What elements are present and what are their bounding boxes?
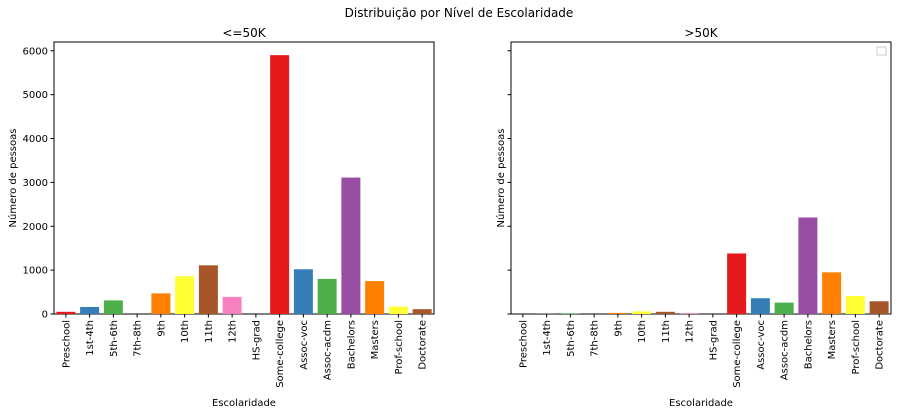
x-axis-label: Escolaridade bbox=[212, 398, 276, 409]
bar-11th bbox=[198, 265, 218, 314]
bar-1st-4th bbox=[80, 306, 100, 314]
x-tick-label: Bachelors bbox=[803, 320, 814, 369]
x-tick-label: 9th bbox=[613, 320, 624, 337]
plot-area bbox=[510, 41, 892, 315]
legend-box bbox=[876, 46, 887, 56]
bar-group bbox=[56, 55, 432, 314]
x-tick-label: Assoc-acdm bbox=[323, 320, 334, 380]
y-tick-label: 2000 bbox=[23, 222, 48, 233]
y-tick-label: 3000 bbox=[23, 178, 48, 189]
bar-bachelors bbox=[341, 177, 361, 314]
x-tick-label: 1st-4th bbox=[542, 320, 553, 356]
x-tick-label: Preschool bbox=[61, 320, 72, 368]
bar-doctorate bbox=[869, 301, 889, 314]
x-axis-ticks: Preschool 1st-4th 5th-6th 7th-8th 9th 10th 11t… bbox=[518, 314, 886, 388]
x-tick-label: 7th-8th bbox=[590, 320, 601, 357]
x-tick-label: 12th bbox=[228, 320, 239, 343]
x-tick-label: Assoc-voc bbox=[756, 320, 767, 370]
x-tick-label: 7th-8th bbox=[133, 320, 144, 357]
x-tick-label: HS-grad bbox=[708, 320, 719, 360]
y-tick-label: 4000 bbox=[23, 134, 48, 145]
panel-le-50k: <=50K 0 1000 2000 3000 4000 5000 6000 Preschoo… bbox=[7, 26, 435, 409]
bar-prof-school bbox=[845, 296, 865, 314]
x-tick-label: Assoc-voc bbox=[299, 320, 310, 370]
bar-masters bbox=[365, 281, 385, 314]
y-axis-ticks: 0 1000 2000 3000 4000 5000 6000 bbox=[23, 46, 54, 321]
x-tick-label: 1st-4th bbox=[85, 320, 96, 356]
y-axis-label: Número de pessoas bbox=[7, 129, 19, 228]
bar-prof-school bbox=[388, 306, 408, 314]
bar-9th bbox=[151, 293, 171, 314]
x-tick-label: Assoc-acdm bbox=[780, 320, 791, 380]
bar-12th bbox=[222, 296, 242, 314]
bar-some-college bbox=[270, 55, 290, 314]
panel-title: <=50K bbox=[222, 26, 266, 40]
bar-assoc-voc bbox=[750, 298, 770, 314]
y-tick-label: 6000 bbox=[23, 46, 48, 57]
y-axis-label: Número de pessoas bbox=[495, 129, 507, 228]
x-tick-label: HS-grad bbox=[251, 320, 262, 360]
x-axis-ticks: Preschool 1st-4th 5th-6th 7th-8th 9th 10th 11t… bbox=[61, 314, 429, 388]
panel-gt-50k: >50K Preschool 1st-4th 5th-6th 7th-8th 9th 10… bbox=[495, 26, 892, 409]
x-tick-label: Some-college bbox=[732, 320, 743, 388]
y-tick-label: 1000 bbox=[23, 266, 48, 277]
bar-bachelors bbox=[798, 217, 818, 314]
y-axis-ticks bbox=[507, 50, 511, 315]
x-tick-label: 12th bbox=[685, 320, 696, 343]
bar-doctorate bbox=[412, 309, 432, 314]
x-tick-label: Preschool bbox=[518, 320, 529, 368]
figure-suptitle: Distribuição por Nível de Escolaridade bbox=[345, 6, 574, 20]
bar-masters bbox=[822, 272, 842, 314]
bar-assoc-acdm bbox=[774, 302, 794, 314]
bar-5th-6th bbox=[560, 313, 580, 314]
bar-assoc-acdm bbox=[317, 278, 337, 314]
x-tick-label: 11th bbox=[204, 320, 215, 343]
x-tick-label: Masters bbox=[370, 320, 381, 359]
x-tick-label: Some-college bbox=[275, 320, 286, 388]
bar-assoc-voc bbox=[293, 269, 313, 314]
bar-5th-6th bbox=[103, 300, 123, 314]
x-tick-label: Doctorate bbox=[418, 320, 429, 370]
x-tick-label: 5th-6th bbox=[109, 320, 120, 357]
bar-9th bbox=[608, 312, 628, 314]
y-tick-label: 0 bbox=[42, 310, 48, 321]
x-tick-label: Prof-school bbox=[394, 320, 405, 375]
x-tick-label: 11th bbox=[661, 320, 672, 343]
bar-preschool bbox=[56, 311, 76, 314]
x-tick-label: 5th-6th bbox=[566, 320, 577, 357]
bar-group bbox=[537, 217, 889, 314]
bar-10th bbox=[175, 276, 195, 314]
y-tick-label: 5000 bbox=[23, 90, 48, 101]
x-tick-label: Bachelors bbox=[346, 320, 357, 369]
x-tick-label: 10th bbox=[637, 320, 648, 343]
x-tick-label: Doctorate bbox=[875, 320, 886, 370]
bar-10th bbox=[632, 311, 652, 314]
x-tick-label: Masters bbox=[827, 320, 838, 359]
x-tick-label: 9th bbox=[156, 320, 167, 337]
bar-12th bbox=[679, 313, 699, 314]
bar-some-college bbox=[727, 253, 747, 314]
x-tick-label: 10th bbox=[180, 320, 191, 343]
x-tick-label: Prof-school bbox=[851, 320, 862, 375]
bar-11th bbox=[655, 311, 675, 314]
panel-title: >50K bbox=[684, 26, 718, 40]
x-axis-label: Escolaridade bbox=[669, 398, 733, 409]
plot-area bbox=[53, 41, 435, 315]
